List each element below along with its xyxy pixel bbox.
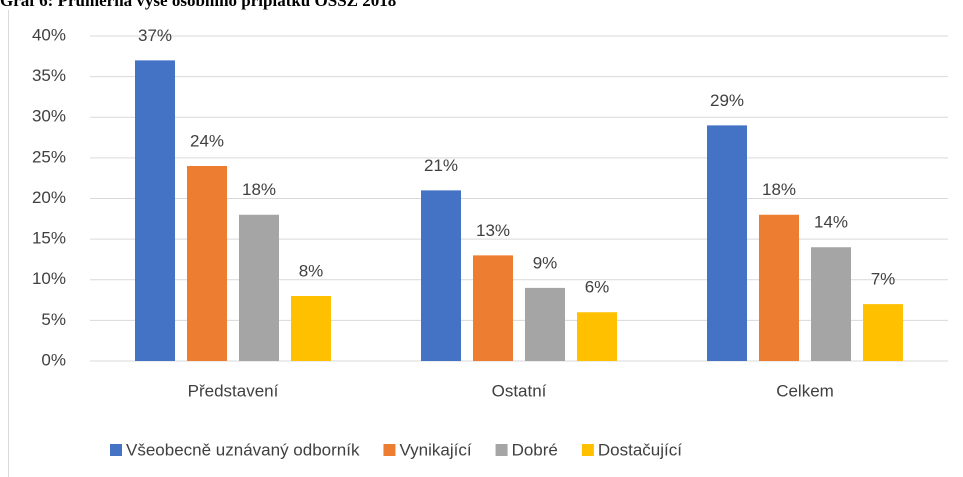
y-tick-label: 30%	[32, 107, 66, 126]
data-label: 24%	[190, 131, 224, 150]
legend-swatch	[581, 444, 594, 456]
bar	[473, 255, 513, 361]
y-tick-label: 20%	[32, 188, 66, 207]
bar	[811, 247, 851, 361]
bar	[187, 166, 227, 361]
x-tick-label: Ostatní	[492, 381, 547, 400]
chart-title: Graf 6: Průměrná výše osobního příplatku…	[0, 0, 396, 10]
bar	[135, 60, 175, 361]
data-label: 18%	[242, 180, 276, 199]
bar	[707, 125, 747, 361]
data-label: 8%	[299, 261, 324, 280]
data-label: 14%	[814, 213, 848, 232]
legend-label: Dostačující	[598, 440, 682, 459]
bar	[525, 287, 565, 361]
y-tick-label: 40%	[32, 25, 66, 44]
legend-label: Všeobecně uznávaný odborník	[126, 440, 360, 459]
legend-label: Vynikající	[399, 440, 471, 459]
y-tick-label: 15%	[32, 229, 66, 248]
bar	[863, 304, 903, 361]
legend-swatch	[110, 444, 122, 456]
bar	[239, 214, 279, 361]
bar	[577, 312, 617, 361]
y-tick-label: 5%	[41, 310, 66, 329]
data-label: 18%	[762, 180, 796, 199]
data-label: 13%	[476, 221, 510, 240]
x-tick-label: Představení	[188, 381, 279, 400]
data-label: 7%	[871, 270, 896, 289]
y-tick-label: 25%	[32, 147, 66, 166]
x-tick-label: Celkem	[776, 381, 834, 400]
data-label: 29%	[710, 91, 744, 110]
bar	[421, 190, 461, 361]
bar	[291, 296, 331, 361]
data-label: 21%	[424, 156, 458, 175]
y-tick-label: 0%	[41, 350, 66, 369]
legend-label: Dobré	[512, 440, 558, 459]
bar	[759, 214, 799, 361]
data-label: 37%	[138, 26, 172, 45]
legend-swatch	[495, 444, 508, 456]
y-tick-label: 10%	[32, 269, 66, 288]
y-tick-label: 35%	[32, 66, 66, 85]
data-label: 6%	[585, 278, 610, 297]
legend-swatch	[383, 444, 396, 456]
data-label: 9%	[533, 253, 558, 272]
